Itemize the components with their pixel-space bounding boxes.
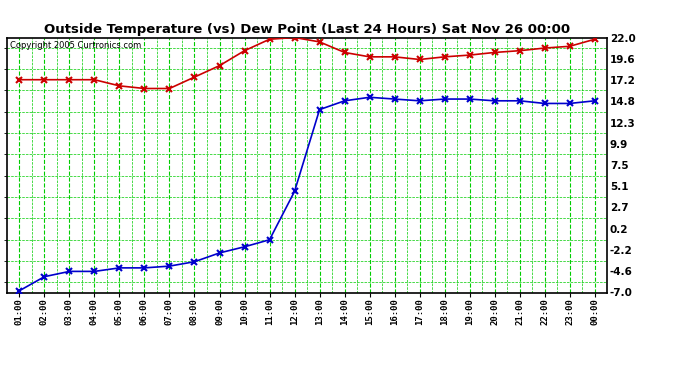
- Text: Copyright 2005 Curtronics.com: Copyright 2005 Curtronics.com: [10, 41, 141, 50]
- Title: Outside Temperature (vs) Dew Point (Last 24 Hours) Sat Nov 26 00:00: Outside Temperature (vs) Dew Point (Last…: [44, 23, 570, 36]
